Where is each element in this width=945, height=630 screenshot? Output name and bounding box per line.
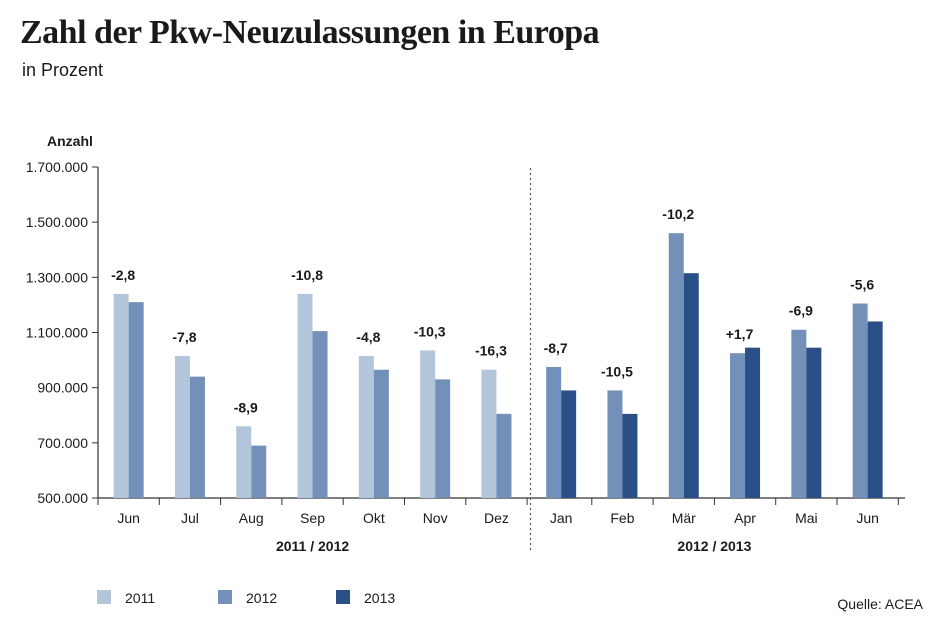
y-tick-label: 900.000 — [37, 380, 88, 396]
x-tick-label: Aug — [239, 510, 264, 526]
bar-2013 — [745, 347, 761, 498]
y-tick-label: 1.300.000 — [26, 269, 88, 285]
data-label: -10,8 — [291, 267, 323, 283]
bar-2012 — [852, 303, 868, 498]
y-tick-label: 1.700.000 — [26, 159, 88, 175]
bar-2011 — [481, 369, 497, 498]
bar-2012 — [730, 353, 746, 498]
bar-2012 — [607, 390, 623, 498]
x-tick-label: Sep — [300, 510, 325, 526]
x-tick-label: Okt — [363, 510, 385, 526]
x-tick-label: Dez — [484, 510, 509, 526]
legend-swatch-2013 — [336, 590, 350, 604]
legend-label: 2013 — [364, 590, 395, 606]
legend-swatch-2012 — [218, 590, 232, 604]
data-label: -2,8 — [111, 267, 135, 283]
bar-2011 — [420, 350, 436, 498]
x-tick-label: Mär — [672, 510, 696, 526]
data-label: -8,7 — [544, 340, 568, 356]
chart-subtitle: in Prozent — [22, 60, 104, 80]
x-tick-label: Jun — [117, 510, 140, 526]
data-label: -4,8 — [356, 329, 380, 345]
data-label: -8,9 — [234, 399, 258, 415]
legend-label: 2011 — [125, 590, 155, 606]
bar-2012 — [189, 376, 205, 498]
bar-2012 — [791, 329, 807, 498]
bar-2012 — [128, 302, 144, 498]
legend-label: 2012 — [246, 590, 277, 606]
chart-title: Zahl der Pkw-Neuzulassungen in Europa — [20, 14, 600, 51]
source-note: Quelle: ACEA — [837, 596, 923, 612]
bar-2011 — [297, 293, 313, 498]
bar-2012 — [496, 413, 512, 498]
x-tick-label: Jun — [856, 510, 879, 526]
x-tick-label: Apr — [734, 510, 756, 526]
bar-2013 — [561, 390, 577, 498]
bar-2013 — [806, 347, 822, 498]
bar-2011 — [358, 355, 374, 498]
bar-2012 — [546, 366, 562, 498]
bar-2012 — [373, 369, 389, 498]
x-tick-label: Feb — [610, 510, 634, 526]
data-label: -10,5 — [601, 363, 633, 379]
bar-2012 — [668, 233, 684, 498]
bar-2013 — [683, 273, 699, 498]
x-tick-label: Jul — [181, 510, 199, 526]
x-tick-label: Jan — [550, 510, 573, 526]
group-label: 2012 / 2013 — [677, 538, 751, 554]
data-label: -7,8 — [172, 329, 196, 345]
data-label: -10,3 — [414, 323, 446, 339]
group-label: 2011 / 2012 — [276, 538, 349, 554]
legend-swatch-2011 — [97, 590, 111, 604]
bar-2011 — [113, 293, 129, 498]
bar-2012 — [312, 331, 328, 498]
y-axis-label: Anzahl — [47, 133, 93, 149]
bar-2011 — [236, 426, 252, 498]
bar-2012 — [435, 379, 451, 498]
x-tick-label: Mai — [795, 510, 818, 526]
data-label: -5,6 — [850, 277, 874, 293]
bar-2013 — [867, 321, 883, 498]
data-label: -6,9 — [789, 303, 813, 319]
data-label: -16,3 — [475, 343, 507, 359]
data-label: -10,2 — [662, 206, 694, 222]
bar-2011 — [174, 355, 190, 498]
x-tick-label: Nov — [423, 510, 448, 526]
y-tick-label: 500.000 — [37, 490, 88, 506]
data-label: +1,7 — [726, 326, 754, 342]
y-tick-label: 1.500.000 — [26, 214, 88, 230]
bar-2013 — [622, 413, 638, 498]
y-tick-label: 1.100.000 — [26, 325, 88, 341]
bar-2012 — [251, 445, 267, 498]
y-tick-label: 700.000 — [37, 435, 88, 451]
